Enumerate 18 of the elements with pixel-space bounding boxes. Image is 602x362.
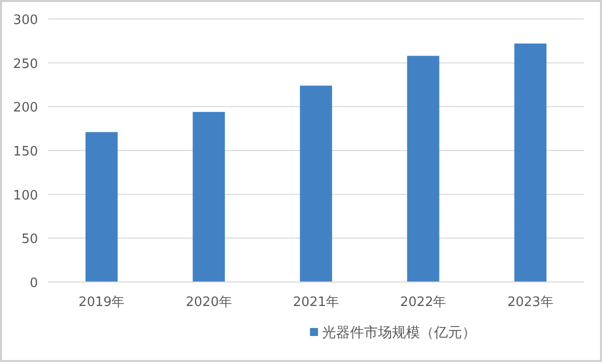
bar (192, 112, 225, 282)
x-tick-label: 2023年 (507, 295, 554, 310)
y-tick-label: 50 (21, 232, 38, 248)
y-tick-label: 0 (30, 276, 38, 291)
y-tick-label: 300 (13, 13, 38, 28)
x-tick-label: 2019年 (78, 295, 125, 310)
y-tick-label: 250 (13, 56, 38, 72)
bar (300, 86, 332, 282)
x-tick-label: 2021年 (292, 295, 340, 310)
y-tick-label: 100 (13, 188, 38, 204)
legend-label: 光器件市场规模（亿元） (322, 325, 476, 341)
bar (407, 56, 440, 282)
bar (86, 132, 118, 282)
y-tick-label: 200 (13, 100, 38, 116)
x-tick-label: 2022年 (400, 295, 446, 310)
y-tick-label: 150 (13, 144, 38, 160)
x-tick-label: 2020年 (186, 295, 232, 310)
bar (514, 44, 546, 282)
